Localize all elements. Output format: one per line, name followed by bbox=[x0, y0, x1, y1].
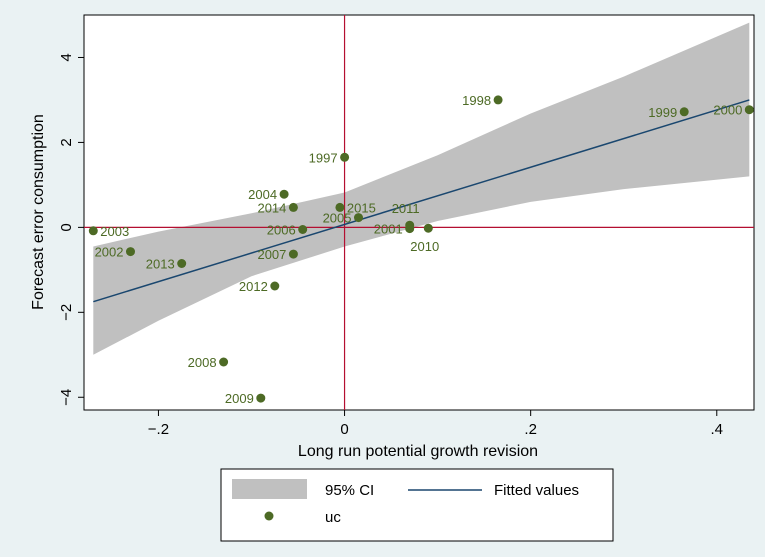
data-point bbox=[126, 247, 135, 257]
x-tick-label: −.2 bbox=[148, 421, 169, 438]
legend-points-swatch bbox=[264, 511, 274, 521]
point-label: 2001 bbox=[374, 222, 403, 237]
data-point bbox=[679, 107, 689, 117]
data-point bbox=[288, 249, 298, 259]
legend-points-label: uc bbox=[325, 509, 341, 526]
data-point bbox=[219, 357, 229, 367]
ci-band-layer bbox=[93, 22, 750, 355]
data-point bbox=[177, 259, 187, 268]
reference-lines-layer bbox=[84, 15, 754, 410]
point-label: 2004 bbox=[248, 187, 277, 202]
point-label: 2010 bbox=[410, 239, 439, 254]
point-label: 1997 bbox=[309, 150, 338, 165]
x-tick-label: .4 bbox=[711, 421, 724, 438]
legend-ci-swatch bbox=[232, 479, 307, 499]
y-tick-label: 4 bbox=[58, 53, 75, 61]
legend: 95% CI Fitted values uc bbox=[220, 468, 614, 542]
legend-fitted-label: Fitted values bbox=[494, 482, 579, 499]
data-point bbox=[354, 213, 363, 223]
fitted-line bbox=[93, 99, 750, 303]
y-tick-label: 2 bbox=[58, 138, 75, 146]
y-tick-label: −2 bbox=[58, 304, 75, 321]
point-label: 2015 bbox=[347, 200, 376, 215]
point-label: 2002 bbox=[95, 245, 124, 260]
point-label: 2005 bbox=[323, 211, 352, 226]
point-label: 2011 bbox=[392, 201, 420, 216]
data-point bbox=[405, 220, 415, 230]
y-tick-label: −4 bbox=[58, 389, 75, 406]
point-label: 2013 bbox=[146, 257, 175, 272]
data-point bbox=[493, 95, 503, 105]
point-label: 2008 bbox=[188, 355, 217, 370]
point-label: 1999 bbox=[648, 105, 677, 120]
y-axis-title: Forecast error consumption bbox=[30, 114, 47, 310]
data-point bbox=[340, 152, 350, 162]
point-label: 2000 bbox=[713, 103, 742, 118]
fitted-line-layer bbox=[93, 99, 750, 303]
point-label: 2006 bbox=[267, 223, 296, 238]
data-point bbox=[256, 393, 266, 403]
data-point bbox=[288, 202, 298, 212]
x-tick-label: .2 bbox=[524, 421, 537, 438]
points-layer: 1997 1998 1999 2000 2001 2002 2003 2004 2005 2006… bbox=[88, 93, 754, 406]
data-point bbox=[88, 226, 98, 236]
ci-band bbox=[93, 22, 750, 355]
data-point bbox=[744, 105, 754, 115]
x-tick-label: 0 bbox=[340, 421, 348, 438]
point-label: 2014 bbox=[257, 200, 286, 215]
point-label: 2012 bbox=[239, 279, 268, 294]
point-label: 2009 bbox=[225, 391, 254, 406]
point-label: 2003 bbox=[100, 224, 129, 239]
data-point bbox=[270, 281, 280, 291]
data-point bbox=[298, 225, 308, 234]
y-tick-label: 0 bbox=[58, 223, 75, 231]
data-point bbox=[335, 202, 345, 212]
point-label: 2007 bbox=[257, 247, 286, 262]
axes-layer: −.2 0 .2 .4 −4 −2 0 2 4 bbox=[58, 53, 723, 438]
x-axis-title: Long run potential growth revision bbox=[298, 443, 538, 460]
data-point bbox=[279, 189, 289, 199]
point-label: 1998 bbox=[462, 93, 491, 108]
legend-ci-label: 95% CI bbox=[325, 482, 374, 499]
data-point bbox=[423, 223, 433, 233]
